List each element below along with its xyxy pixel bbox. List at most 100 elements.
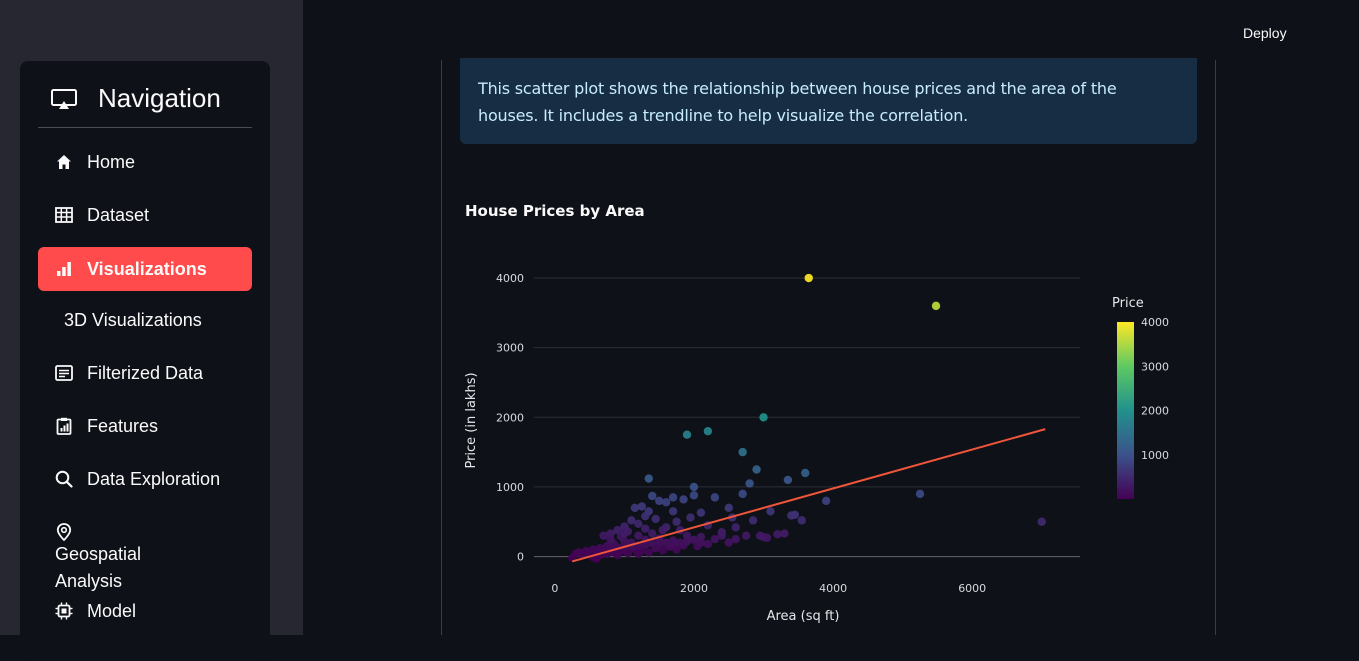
scatter-point[interactable] <box>668 540 678 549</box>
scatter-point[interactable] <box>665 542 674 552</box>
scatter-point[interactable] <box>616 532 626 541</box>
scatter-point[interactable] <box>682 430 692 439</box>
scatter-point[interactable] <box>668 507 678 516</box>
scatter-point[interactable] <box>658 546 667 555</box>
scatter-point[interactable] <box>1037 517 1046 526</box>
scatter-point[interactable] <box>634 549 643 558</box>
scatter-point[interactable] <box>682 531 692 540</box>
scatter-point[interactable] <box>616 546 626 556</box>
sidebar-item-dataset[interactable]: Dataset <box>38 204 252 226</box>
scatter-point[interactable] <box>797 516 806 525</box>
scatter-point[interactable] <box>641 540 650 549</box>
scatter-point[interactable] <box>804 273 813 283</box>
scatter-point[interactable] <box>675 525 685 535</box>
scatter-point[interactable] <box>679 541 688 550</box>
scatter-point[interactable] <box>620 522 629 531</box>
scatter-point[interactable] <box>637 502 647 511</box>
scatter-point[interactable] <box>654 539 664 549</box>
scatter-point[interactable] <box>630 503 640 513</box>
sidebar-item-visualizations[interactable]: Visualizations <box>38 247 252 291</box>
scatter-point[interactable] <box>745 479 754 488</box>
scatter-point[interactable] <box>773 530 782 539</box>
scatter-point[interactable] <box>661 498 671 507</box>
scatter-point[interactable] <box>627 516 636 525</box>
scatter-point[interactable] <box>668 493 678 502</box>
scatter-point[interactable] <box>595 543 605 553</box>
sidebar-item-3d-visualizations[interactable]: 3D Visualizations <box>38 309 252 331</box>
scatter-point[interactable] <box>731 534 740 544</box>
scatter-point[interactable] <box>620 541 629 551</box>
scatter-point[interactable] <box>759 532 768 542</box>
scatter-point[interactable] <box>599 546 608 555</box>
scatter-point[interactable] <box>634 541 643 550</box>
scatter-point[interactable] <box>931 301 941 311</box>
scatter-point[interactable] <box>731 523 740 532</box>
scatter-point[interactable] <box>571 549 580 558</box>
scatter-point[interactable] <box>686 513 695 522</box>
sidebar-item-features[interactable]: Features <box>38 415 252 437</box>
scatter-point[interactable] <box>696 538 706 547</box>
scatter-point[interactable] <box>641 535 650 545</box>
scatter-point[interactable] <box>658 525 667 535</box>
scatter-point[interactable] <box>675 538 685 547</box>
scatter-point[interactable] <box>623 527 633 536</box>
scatter-point[interactable] <box>568 553 577 563</box>
scatter-point[interactable] <box>693 541 702 551</box>
scatter-point[interactable] <box>710 493 720 502</box>
scatter-point[interactable] <box>790 510 800 519</box>
scatter-point[interactable] <box>748 516 758 525</box>
scatter-point[interactable] <box>637 546 647 555</box>
scatter-point[interactable] <box>783 475 793 485</box>
scatter-point[interactable] <box>578 550 587 559</box>
scatter-point[interactable] <box>679 495 688 504</box>
scatter-point[interactable] <box>661 538 671 547</box>
scatter-point[interactable] <box>689 535 699 545</box>
scatter-point[interactable] <box>738 447 747 457</box>
scatter-point[interactable] <box>592 554 601 563</box>
scatter-point[interactable] <box>641 524 650 533</box>
sidebar-item-geospatial-analysis[interactable]: Geospatial Analysis <box>38 519 228 591</box>
sidebar-item-filterized-data[interactable]: Filterized Data <box>38 362 252 384</box>
scatter-point[interactable] <box>588 545 598 554</box>
scatter-point[interactable] <box>672 545 681 554</box>
scatter-point[interactable] <box>581 546 591 556</box>
scatter-point[interactable] <box>717 531 726 540</box>
scatter-point[interactable] <box>620 529 629 538</box>
scatter-point[interactable] <box>588 553 598 562</box>
scatter-point[interactable] <box>766 507 775 516</box>
scatter-point[interactable] <box>602 549 612 558</box>
scatter-point[interactable] <box>575 548 584 557</box>
scatter-point[interactable] <box>915 489 925 499</box>
scatter-point[interactable] <box>696 532 706 542</box>
scatter-point[interactable] <box>661 523 671 532</box>
scatter-point[interactable] <box>780 529 789 538</box>
scatter-point[interactable] <box>585 548 594 558</box>
scatter-point[interactable] <box>644 548 653 557</box>
scatter-point[interactable] <box>801 468 810 478</box>
scatter-point[interactable] <box>595 550 605 560</box>
scatter-point[interactable] <box>606 534 615 544</box>
scatter-point[interactable] <box>717 527 726 537</box>
scatter-point[interactable] <box>759 413 768 422</box>
scatter-point[interactable] <box>613 550 622 560</box>
sidebar-item-data-exploration[interactable]: Data Exploration <box>38 468 252 490</box>
scatter-point[interactable] <box>703 539 713 549</box>
sidebar-item-model[interactable]: Model <box>38 600 252 622</box>
scatter-point[interactable] <box>609 539 619 549</box>
scatter-point[interactable] <box>609 548 619 557</box>
scatter-point[interactable] <box>606 529 615 538</box>
scatter-point[interactable] <box>728 513 737 522</box>
scatter-point[interactable] <box>787 511 796 520</box>
scatter-point[interactable] <box>651 514 660 524</box>
scatter-point[interactable] <box>755 531 765 540</box>
scatter-point[interactable] <box>752 465 761 474</box>
scatter-point[interactable] <box>627 542 636 552</box>
scatter-point[interactable] <box>724 503 733 513</box>
scatter-point[interactable] <box>644 474 653 483</box>
scatter-point[interactable] <box>689 491 699 500</box>
scatter-point[interactable] <box>703 521 713 530</box>
scatter-point[interactable] <box>672 517 681 526</box>
scatter-point[interactable] <box>606 544 615 554</box>
scatter-point[interactable] <box>696 508 706 517</box>
scatter-point[interactable] <box>634 531 643 540</box>
